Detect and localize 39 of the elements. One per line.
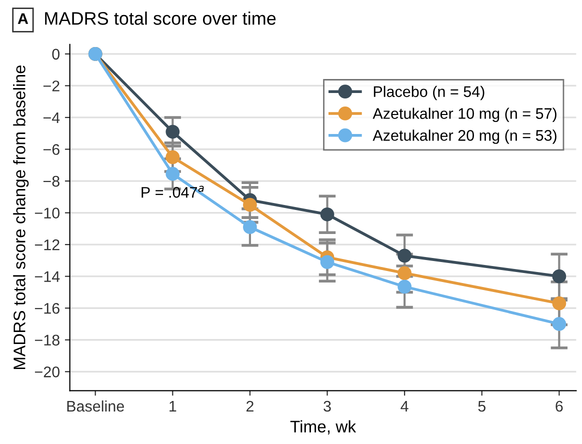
annotation: P = .047$^{a}$: [142, 186, 204, 198]
y-tick-label: −8: [43, 176, 60, 187]
y-tick-label: −2: [43, 80, 60, 92]
y-axis-title: MADRS total score change from baseline: [13, 65, 29, 370]
point: [552, 317, 566, 331]
y-tick-label: −10: [34, 208, 60, 218]
y-tick-label: −16: [34, 302, 60, 314]
point: [398, 280, 412, 294]
x-tick-label: 5: [478, 401, 486, 412]
x-tick-label: 6: [556, 400, 563, 412]
legend-label: Azetukalner 20 mg (n = 53): [372, 130, 556, 144]
y-tick-label: −4: [43, 112, 60, 124]
point: [320, 255, 334, 269]
point: [243, 198, 257, 212]
chart-title: MADRS total score over time: [45, 12, 276, 25]
point: [243, 220, 257, 234]
y-tick-label: −18: [34, 334, 60, 346]
text: A: [18, 13, 28, 24]
y-tick-label: −6: [43, 144, 60, 155]
point: [552, 269, 566, 284]
y-tick-label: −14: [34, 271, 60, 282]
point: [166, 124, 180, 139]
point: [552, 296, 566, 310]
point: [166, 166, 180, 181]
point: [398, 266, 412, 280]
legend-label: Azetukalner 10 mg (n = 57): [372, 108, 556, 122]
x-tick-label: 2: [246, 400, 254, 412]
y-tick-label: −12: [34, 239, 60, 250]
x-tick-label: 4: [400, 401, 408, 412]
point: [398, 248, 412, 263]
x-tick-label: 1: [170, 401, 176, 412]
x-tick-label: Baseline: [67, 400, 124, 412]
y-tick-label: −20: [34, 366, 60, 378]
x-tick-label: 3: [324, 400, 331, 412]
point: [166, 150, 180, 164]
legend-label: Placebo (n = 54): [374, 86, 484, 100]
point: [320, 207, 334, 222]
x-axis-title: Time, wk: [290, 420, 356, 434]
y-tick-label: 0: [52, 48, 60, 60]
